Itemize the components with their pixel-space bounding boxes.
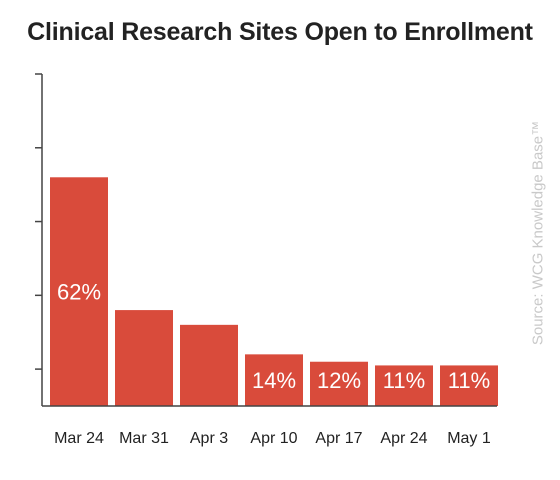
- bar-mar-31: [115, 310, 173, 406]
- data-label: 26%: [122, 412, 166, 437]
- bar-apr-17: [310, 361, 368, 406]
- data-label: 12%: [317, 368, 361, 393]
- x-tick-label: Apr 10: [250, 430, 297, 447]
- x-tick-label: Apr 17: [315, 430, 362, 447]
- data-label: 11%: [383, 368, 425, 393]
- x-tick-label: Apr 3: [190, 430, 228, 447]
- bar-apr-10: [245, 354, 303, 406]
- data-label: 14%: [252, 368, 296, 393]
- x-tick-label: May 1: [447, 430, 491, 447]
- x-tick-label: Mar 24: [54, 430, 104, 447]
- data-label: 11%: [448, 368, 490, 393]
- data-label: 62%: [57, 279, 101, 304]
- bar-may-1: [440, 365, 498, 406]
- bar-apr-24: [375, 365, 433, 406]
- source-note: Source: WCG Knowledge Base™: [529, 120, 547, 346]
- chart-title: Clinical Research Sites Open to Enrollme…: [27, 18, 533, 46]
- x-tick-label: Mar 31: [119, 430, 169, 447]
- bar-mar-24: [50, 177, 108, 406]
- data-label: 22%: [187, 427, 231, 452]
- bar-apr-3: [180, 324, 238, 406]
- x-tick-label: Apr 24: [380, 430, 427, 447]
